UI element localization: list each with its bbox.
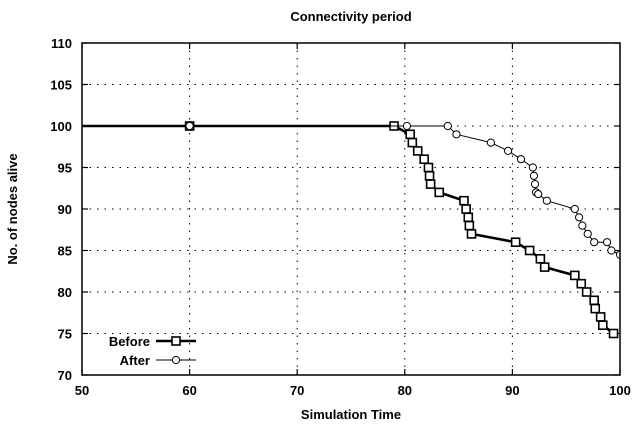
- data-point-before: [581, 287, 592, 297]
- data-point-before: [466, 229, 477, 239]
- legend-label-before: Before: [109, 334, 150, 349]
- data-point-before: [608, 328, 619, 339]
- grid: [82, 43, 620, 375]
- data-point-before: [589, 295, 599, 306]
- data-point-after: [607, 246, 616, 255]
- data-point-after: [534, 189, 543, 199]
- data-point-after: [516, 155, 526, 164]
- data-point-after: [575, 213, 584, 222]
- data-point-before: [595, 312, 606, 322]
- data-point-before: [463, 212, 474, 223]
- data-point-after: [443, 121, 452, 131]
- data-point-before: [597, 320, 608, 331]
- data-point-after: [528, 163, 537, 172]
- y-axis-label: No. of nodes alive: [5, 153, 20, 264]
- plot-frame: [81, 42, 621, 376]
- series-line-after: [82, 125, 620, 256]
- data-point-after: [452, 130, 461, 139]
- y-tick-label: 90: [58, 202, 72, 217]
- series-before: [82, 121, 619, 339]
- x-tick-label: 90: [505, 383, 519, 398]
- data-point-after: [602, 238, 612, 247]
- series-after: [82, 121, 620, 259]
- data-point-before: [461, 204, 471, 214]
- y-tick-label: 80: [58, 285, 72, 300]
- data-point-after: [570, 204, 579, 214]
- y-tick-label: 85: [58, 244, 72, 259]
- axis-ticks: 50 60 70 80 90 100 70 75 80 85 90 95 100 105 110: [50, 36, 631, 398]
- x-tick-label: 100: [609, 383, 631, 398]
- data-point-before: [570, 270, 580, 281]
- legend-label-after: After: [120, 353, 150, 368]
- data-point-before: [464, 220, 475, 231]
- data-point-before: [425, 179, 436, 189]
- data-point-before: [590, 303, 601, 314]
- data-point-before: [419, 154, 429, 164]
- y-tick-label: 70: [58, 368, 72, 383]
- data-point-before: [576, 278, 587, 289]
- data-point-before: [510, 237, 521, 247]
- x-axis-label: Simulation Time: [301, 407, 401, 422]
- data-point-after: [529, 171, 539, 180]
- data-point-after: [402, 121, 412, 131]
- data-point-after: [530, 180, 540, 189]
- data-point-before: [459, 195, 469, 206]
- data-point-before: [434, 187, 445, 198]
- data-point-before: [423, 162, 434, 173]
- data-point-before: [405, 129, 415, 140]
- y-tick-label: 110: [51, 36, 72, 51]
- data-point-after: [590, 238, 599, 247]
- data-point-before: [424, 171, 435, 181]
- y-tick-label: 95: [58, 161, 72, 176]
- data-point-before: [524, 245, 535, 256]
- data-point-after: [486, 138, 495, 147]
- series-layer: [82, 121, 620, 339]
- data-point-after: [578, 221, 587, 230]
- data-point-after: [185, 121, 194, 131]
- y-tick-label: 75: [58, 327, 72, 342]
- data-point-before: [535, 254, 546, 264]
- y-tick-label: 105: [50, 78, 72, 93]
- data-point-after: [615, 250, 620, 259]
- data-point-after: [503, 146, 513, 155]
- x-tick-label: 60: [182, 383, 196, 398]
- legend-marker-after: [171, 355, 181, 365]
- legend-marker-before: [171, 336, 181, 346]
- x-tick-label: 50: [75, 383, 89, 398]
- data-point-before: [412, 146, 423, 156]
- x-tick-label: 70: [290, 383, 304, 398]
- y-tick-label: 100: [50, 119, 72, 134]
- legend: Before After: [109, 334, 196, 368]
- x-tick-label: 80: [398, 383, 412, 398]
- chart-title: Connectivity period: [290, 9, 411, 24]
- data-point-after: [583, 229, 592, 238]
- data-point-before: [407, 137, 418, 148]
- data-point-before: [539, 262, 550, 272]
- data-point-after: [542, 196, 551, 205]
